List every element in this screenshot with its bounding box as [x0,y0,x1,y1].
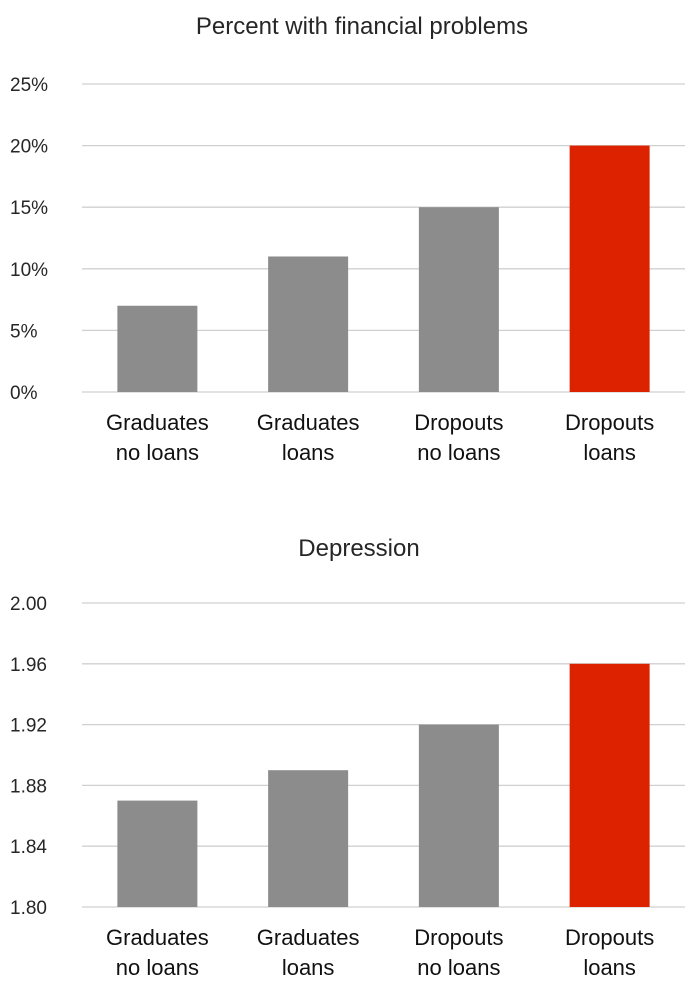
financial-x-tick-label-line: Graduates [257,410,360,435]
depression-x-tick-label-line: no loans [417,955,500,980]
depression-bar [418,724,499,907]
depression-y-tick-label: 1.80 [10,898,47,919]
depression-x-tick-label-line: Graduates [106,925,209,950]
financial-x-tick-label: Dropouts no loans [414,410,503,465]
financial-y-tick-label: 10% [10,260,48,281]
financial-x-tick-label-line: loans [282,440,335,465]
financial-bar [268,256,349,392]
financial-x-tick-label-line: no loans [116,440,199,465]
financial-x-tick-label: Dropouts loans [565,410,654,465]
depression-y-tick-label: 1.92 [10,716,47,737]
financial-bar [117,305,198,392]
depression-y-tick-label: 1.88 [10,776,47,797]
financial-y-tick-label: 0% [10,383,38,404]
depression-bar [268,770,349,907]
depression-x-tick-label-line: Dropouts [565,925,654,950]
depression-x-tick-label-line: Graduates [257,925,360,950]
financial-x-tick-label-line: Graduates [106,410,209,435]
depression-x-tick-label: Graduates loans [257,925,360,980]
financial-x-tick-label-line: Dropouts [414,410,503,435]
depression-bar [117,800,198,907]
depression-y-tick-label: 1.84 [10,837,47,858]
depression-x-tick-label: Graduates no loans [106,925,209,980]
financial-x-tick-label-line: no loans [417,440,500,465]
depression-x-tick-label: Dropouts no loans [414,925,503,980]
depression-chart-svg: Depression 1.80 1.84 1.88 1.92 1.96 2.00 Gradua… [10,535,685,980]
depression-chart-title: Depression [298,535,419,562]
financial-y-tick-label: 20% [10,137,48,158]
financial-x-tick-label-line: Dropouts [565,410,654,435]
depression-x-tick-label-line: Dropouts [414,925,503,950]
depression-bar [569,663,650,907]
financial-x-tick-label: Graduates no loans [106,410,209,465]
financial-x-tick-label-line: loans [583,440,636,465]
financial-bar [569,145,650,392]
financial-x-tick-label: Graduates loans [257,410,360,465]
financial-chart-title: Percent with financial problems [196,13,528,40]
financial-problems-chart: Percent with financial problems 0% 5% 10% 15… [0,0,685,480]
depression-y-tick-label: 2.00 [10,594,47,615]
depression-x-tick-label-line: no loans [116,955,199,980]
financial-problems-chart-svg: Percent with financial problems 0% 5% 10% 15… [10,13,685,465]
depression-chart: Depression 1.80 1.84 1.88 1.92 1.96 2.00 Gradua… [0,520,685,988]
financial-y-tick-label: 15% [10,198,48,219]
financial-y-tick-label: 25% [10,75,48,96]
depression-x-tick-label-line: loans [583,955,636,980]
depression-y-tick-label: 1.96 [10,655,47,676]
depression-x-tick-label: Dropouts loans [565,925,654,980]
depression-x-tick-label-line: loans [282,955,335,980]
financial-y-tick-label: 5% [10,321,38,342]
financial-bar [418,207,499,392]
